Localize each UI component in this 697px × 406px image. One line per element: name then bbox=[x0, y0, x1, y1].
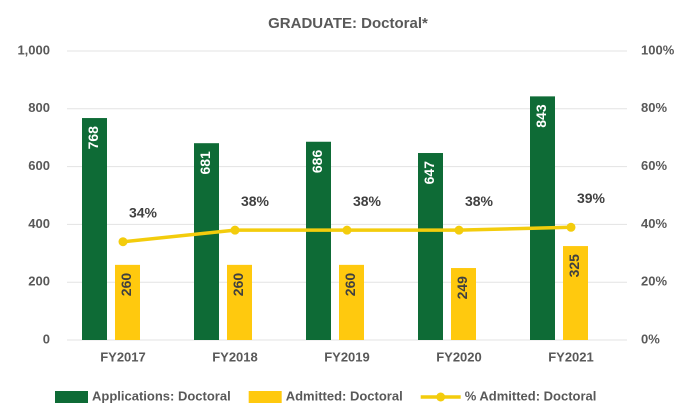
y-tick-label: 1,000 bbox=[17, 42, 50, 57]
bar-label: 260 bbox=[230, 273, 246, 297]
line-label: 39% bbox=[577, 190, 606, 206]
bar bbox=[306, 141, 331, 340]
bar bbox=[563, 246, 588, 340]
line-label: 38% bbox=[241, 193, 270, 209]
bar-label: 325 bbox=[566, 254, 582, 278]
legend-swatch bbox=[436, 392, 446, 402]
x-tick-label: FY2021 bbox=[548, 349, 594, 364]
line-label: 38% bbox=[353, 193, 382, 209]
bar-label: 686 bbox=[309, 150, 325, 174]
line-marker bbox=[118, 237, 128, 247]
y2-tick-label: 80% bbox=[641, 100, 667, 115]
bar-label: 260 bbox=[118, 273, 134, 297]
chart-title: GRADUATE: Doctoral* bbox=[268, 15, 428, 32]
line-marker bbox=[454, 225, 464, 235]
line-label: 38% bbox=[465, 193, 494, 209]
bar bbox=[82, 118, 107, 340]
x-tick-label: FY2019 bbox=[324, 349, 370, 364]
line-label: 34% bbox=[129, 204, 158, 220]
x-tick-label: FY2017 bbox=[100, 349, 146, 364]
legend-label: Applications: Doctoral bbox=[92, 388, 231, 403]
y-tick-label: 600 bbox=[28, 158, 50, 173]
bar bbox=[115, 264, 140, 340]
bar-label: 768 bbox=[85, 126, 101, 150]
legend-swatch bbox=[248, 391, 282, 403]
y2-tick-label: 100% bbox=[641, 42, 675, 57]
y2-tick-label: 40% bbox=[641, 216, 667, 231]
bar-label: 843 bbox=[533, 104, 549, 128]
line-marker bbox=[566, 222, 576, 232]
x-tick-label: FY2020 bbox=[436, 349, 482, 364]
bar-label: 647 bbox=[421, 161, 437, 185]
bar bbox=[418, 153, 443, 340]
y2-tick-label: 60% bbox=[641, 158, 667, 173]
legend-label: % Admitted: Doctoral bbox=[465, 388, 597, 403]
bar bbox=[451, 268, 476, 340]
bar bbox=[339, 264, 364, 340]
bar-label: 249 bbox=[454, 276, 470, 300]
x-tick-label: FY2018 bbox=[212, 349, 258, 364]
bar bbox=[227, 264, 252, 340]
y-tick-label: 200 bbox=[28, 274, 50, 289]
bar-label: 681 bbox=[197, 151, 213, 175]
y2-tick-label: 0% bbox=[641, 331, 660, 346]
bar bbox=[530, 96, 555, 340]
legend-label: Admitted: Doctoral bbox=[286, 388, 403, 403]
line-marker bbox=[230, 225, 240, 235]
y-tick-label: 0 bbox=[43, 331, 50, 346]
y-tick-label: 400 bbox=[28, 216, 50, 231]
y-tick-label: 800 bbox=[28, 100, 50, 115]
bar bbox=[194, 143, 219, 340]
bar-label: 260 bbox=[342, 273, 358, 297]
y2-tick-label: 20% bbox=[641, 274, 667, 289]
legend-swatch bbox=[55, 391, 88, 403]
line-marker bbox=[342, 225, 352, 235]
